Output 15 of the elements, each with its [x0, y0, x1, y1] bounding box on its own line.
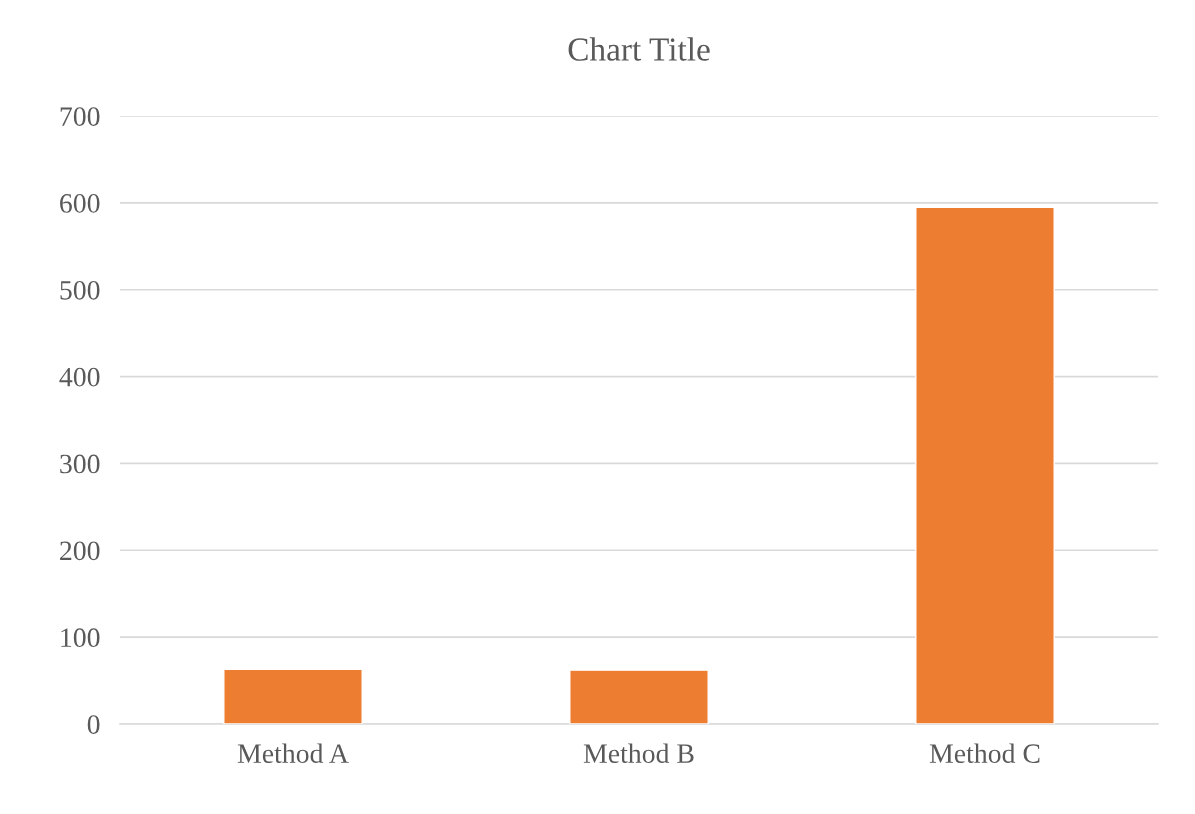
y-tick-label: 600 — [60, 194, 100, 213]
bar — [915, 206, 1055, 724]
bar — [569, 669, 709, 724]
y-tick-label: 700 — [60, 107, 100, 126]
y-tick-label: 500 — [60, 280, 100, 300]
x-tick-label: Method A — [237, 743, 349, 763]
y-tick-label: 100 — [61, 628, 100, 648]
chart-title: Chart Title — [568, 37, 710, 61]
y-tick-label: 0 — [87, 715, 100, 734]
y-tick-label: 300 — [60, 454, 100, 474]
bar — [223, 668, 363, 724]
y-tick-label: 400 — [59, 367, 100, 387]
x-tick-label: Method B — [583, 743, 694, 763]
x-tick-label: Method C — [929, 743, 1040, 763]
y-tick-label: 200 — [60, 541, 100, 561]
